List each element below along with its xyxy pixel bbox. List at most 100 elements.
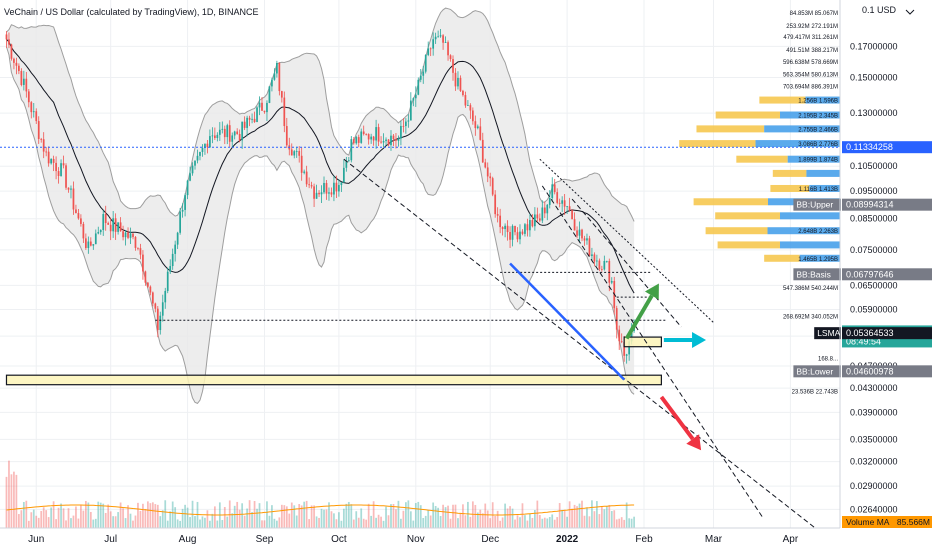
- candle-body: [243, 121, 246, 128]
- volume-bar: [628, 518, 631, 528]
- candle-body: [360, 131, 363, 143]
- candle-body: [407, 120, 410, 122]
- volume-bar: [427, 510, 430, 528]
- price-tick-label: 0.03900000: [850, 407, 898, 417]
- candle-body: [571, 210, 573, 220]
- candle-body: [432, 39, 435, 49]
- candle-body: [390, 135, 392, 146]
- volume-bar: [620, 517, 623, 528]
- candle-body: [10, 44, 13, 59]
- volume-bar: [328, 502, 330, 528]
- volume-bar: [20, 510, 23, 528]
- candle-body: [139, 248, 142, 255]
- volume-profile-label: 2.755B 2.466B: [798, 127, 838, 133]
- price-tick-label: 0.03500000: [850, 434, 898, 444]
- volume-bar: [238, 509, 241, 528]
- bb-upper-price-text: 0.08994314: [846, 200, 894, 210]
- candle-body: [228, 125, 231, 142]
- volume-bar: [8, 460, 10, 528]
- volume-bar: [489, 518, 492, 528]
- volume-bar: [409, 511, 412, 528]
- volume-bar: [151, 502, 154, 528]
- volume-bar: [10, 474, 13, 528]
- volume-profile-buy-bar: [799, 254, 840, 262]
- candle-body: [278, 63, 281, 92]
- price-axis[interactable]: 0.17000000 0.15000000 0.13000000 0.10500000…: [793, 0, 932, 550]
- volume-bar: [134, 515, 137, 528]
- candle-body: [313, 186, 315, 199]
- volume-bar: [231, 513, 234, 528]
- candle-body: [496, 214, 499, 216]
- volume-bar: [37, 517, 40, 528]
- candle-body: [104, 214, 107, 224]
- volume-bar: [519, 517, 521, 528]
- volume-bar: [273, 518, 276, 528]
- volume-bar: [45, 510, 48, 528]
- price-tick-label: 0.05900000: [850, 305, 898, 315]
- candle-body: [119, 222, 122, 232]
- time-axis[interactable]: Jun Jul Aug Sep Oct Nov Dec 2022 Feb Mar Apr: [0, 527, 932, 550]
- volume-bar: [596, 501, 598, 528]
- volume-profile-label: 547.386M 540.244M: [783, 286, 838, 292]
- candle-body: [623, 342, 626, 356]
- volume-bar: [357, 517, 360, 528]
- volume-bar: [342, 508, 345, 528]
- candle-body: [166, 271, 169, 291]
- volume-bar: [529, 513, 531, 528]
- candle-body: [144, 271, 147, 283]
- volume-bar: [345, 503, 348, 528]
- candle-body: [132, 233, 134, 238]
- volume-bar: [583, 515, 586, 528]
- candle-body: [300, 155, 303, 173]
- candle-body: [84, 238, 87, 249]
- candle-body: [285, 126, 288, 146]
- candle-body: [318, 192, 320, 195]
- candle-body: [608, 260, 611, 283]
- candle-body: [328, 192, 330, 194]
- volume-bar: [35, 515, 38, 528]
- candle-body: [541, 207, 544, 221]
- volume-bar: [365, 519, 368, 528]
- volume-bar: [92, 519, 95, 528]
- candle-body: [25, 78, 28, 92]
- candle-body: [181, 209, 184, 212]
- candle-body: [350, 139, 353, 161]
- candle-body: [72, 188, 75, 210]
- candle-body: [529, 220, 531, 231]
- volume-bar: [142, 503, 144, 528]
- volume-bar: [437, 507, 439, 528]
- volume-profile-sell-bar: [693, 198, 768, 206]
- blue-line-price-label: 0.11334258: [842, 141, 932, 154]
- volume-bar: [75, 506, 77, 528]
- volume-bar: [256, 508, 258, 528]
- volume-bar: [112, 516, 115, 528]
- candle-body: [52, 158, 55, 163]
- candle-body: [340, 182, 343, 186]
- volume-bar: [551, 514, 554, 528]
- candle-body: [526, 224, 529, 231]
- candle-body: [347, 160, 350, 162]
- volume-bar: [209, 520, 211, 528]
- volume-bar: [290, 502, 293, 528]
- volume-bar: [15, 474, 18, 528]
- candle-body: [434, 36, 437, 40]
- candle-body: [323, 182, 325, 193]
- candle-body: [42, 139, 45, 152]
- candle-body: [333, 182, 335, 195]
- bullish-arrow-head: [644, 283, 659, 300]
- candle-body: [501, 227, 504, 230]
- candle-body: [509, 232, 511, 240]
- currency-menu-icon[interactable]: [905, 9, 915, 15]
- time-axis-background: [0, 528, 932, 550]
- lsma-tag-box: [814, 327, 841, 340]
- volume-bar: [370, 515, 373, 528]
- volume-bar: [474, 504, 477, 528]
- volume-profile-buy-bar: [755, 140, 840, 148]
- candle-body: [268, 86, 271, 103]
- volume-bar: [47, 517, 50, 528]
- volume-bar: [347, 501, 350, 528]
- volume-bar: [387, 515, 390, 528]
- volume-bar: [139, 510, 142, 528]
